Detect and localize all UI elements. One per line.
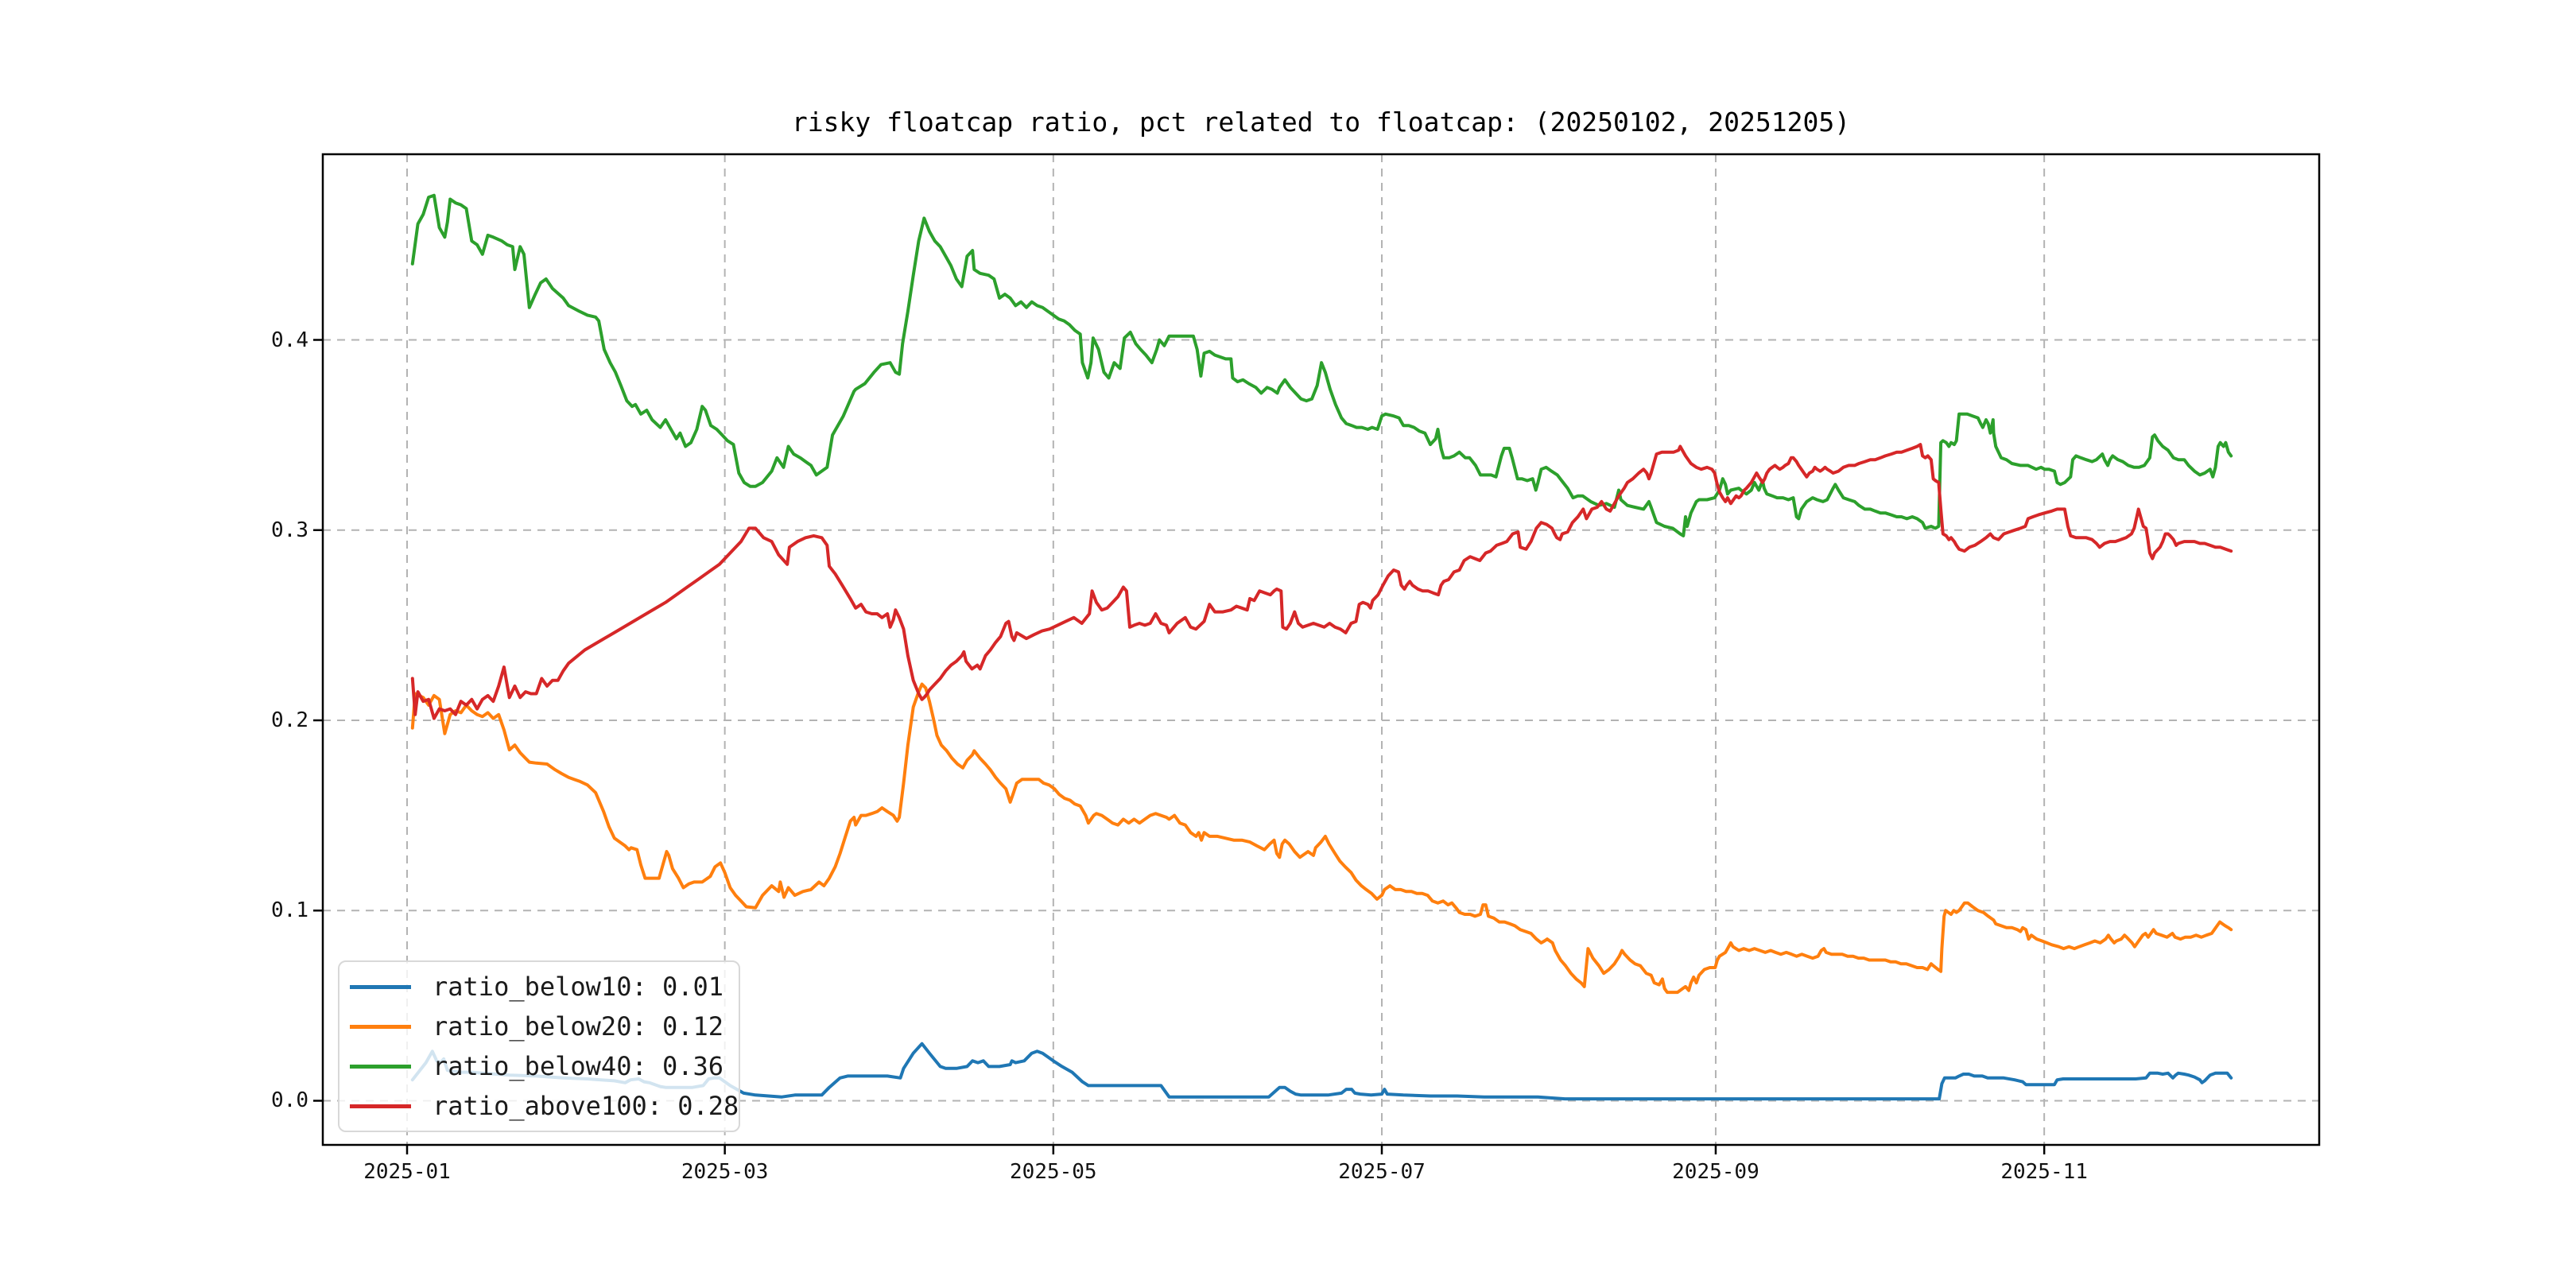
x-tick-label: 2025-11: [2000, 1160, 2088, 1184]
legend-label: ratio_above100: 0.28: [433, 1091, 739, 1121]
x-tick-label: 2025-03: [681, 1160, 769, 1184]
chart-title: risky floatcap ratio, pct related to flo…: [791, 107, 1851, 138]
x-tick-label: 2025-07: [1338, 1160, 1426, 1184]
series-line-ratio_above100: [410, 443, 2233, 720]
series-line-ratio_below20: [410, 682, 2233, 995]
legend-label: ratio_below20: 0.12: [433, 1011, 724, 1042]
x-tick-label: 2025-09: [1672, 1160, 1759, 1184]
legend-item-ratio_below40: ratio_below40: 0.36: [339, 1046, 739, 1086]
series-line-ratio_below40: [410, 193, 2233, 537]
x-tick-label: 2025-05: [1010, 1160, 1097, 1184]
legend-label: ratio_below10: 0.01: [433, 972, 724, 1002]
y-tick-label: 0.1: [271, 898, 308, 923]
y-tick-label: 0.3: [271, 518, 308, 542]
legend-label: ratio_below40: 0.36: [433, 1051, 724, 1081]
legend: ratio_below10: 0.01 ratio_below20: 0.12 ra…: [338, 960, 740, 1132]
legend-swatch-ratio_above100: [350, 1104, 411, 1108]
axes-spines: [321, 153, 2321, 1146]
legend-item-ratio_below20: ratio_below20: 0.12: [339, 1007, 739, 1046]
y-tick-label: 0.2: [271, 708, 308, 732]
legend-item-ratio_below10: ratio_below10: 0.01: [339, 967, 739, 1007]
legend-swatch-ratio_below10: [350, 984, 411, 989]
legend-item-ratio_above100: ratio_above100: 0.28: [339, 1086, 739, 1126]
legend-swatch-ratio_below20: [350, 1024, 411, 1029]
y-tick-label: 0.4: [271, 328, 308, 352]
legend-swatch-ratio_below40: [350, 1064, 411, 1069]
y-tick-label: 0.0: [271, 1088, 308, 1113]
x-tick-label: 2025-01: [363, 1160, 451, 1184]
